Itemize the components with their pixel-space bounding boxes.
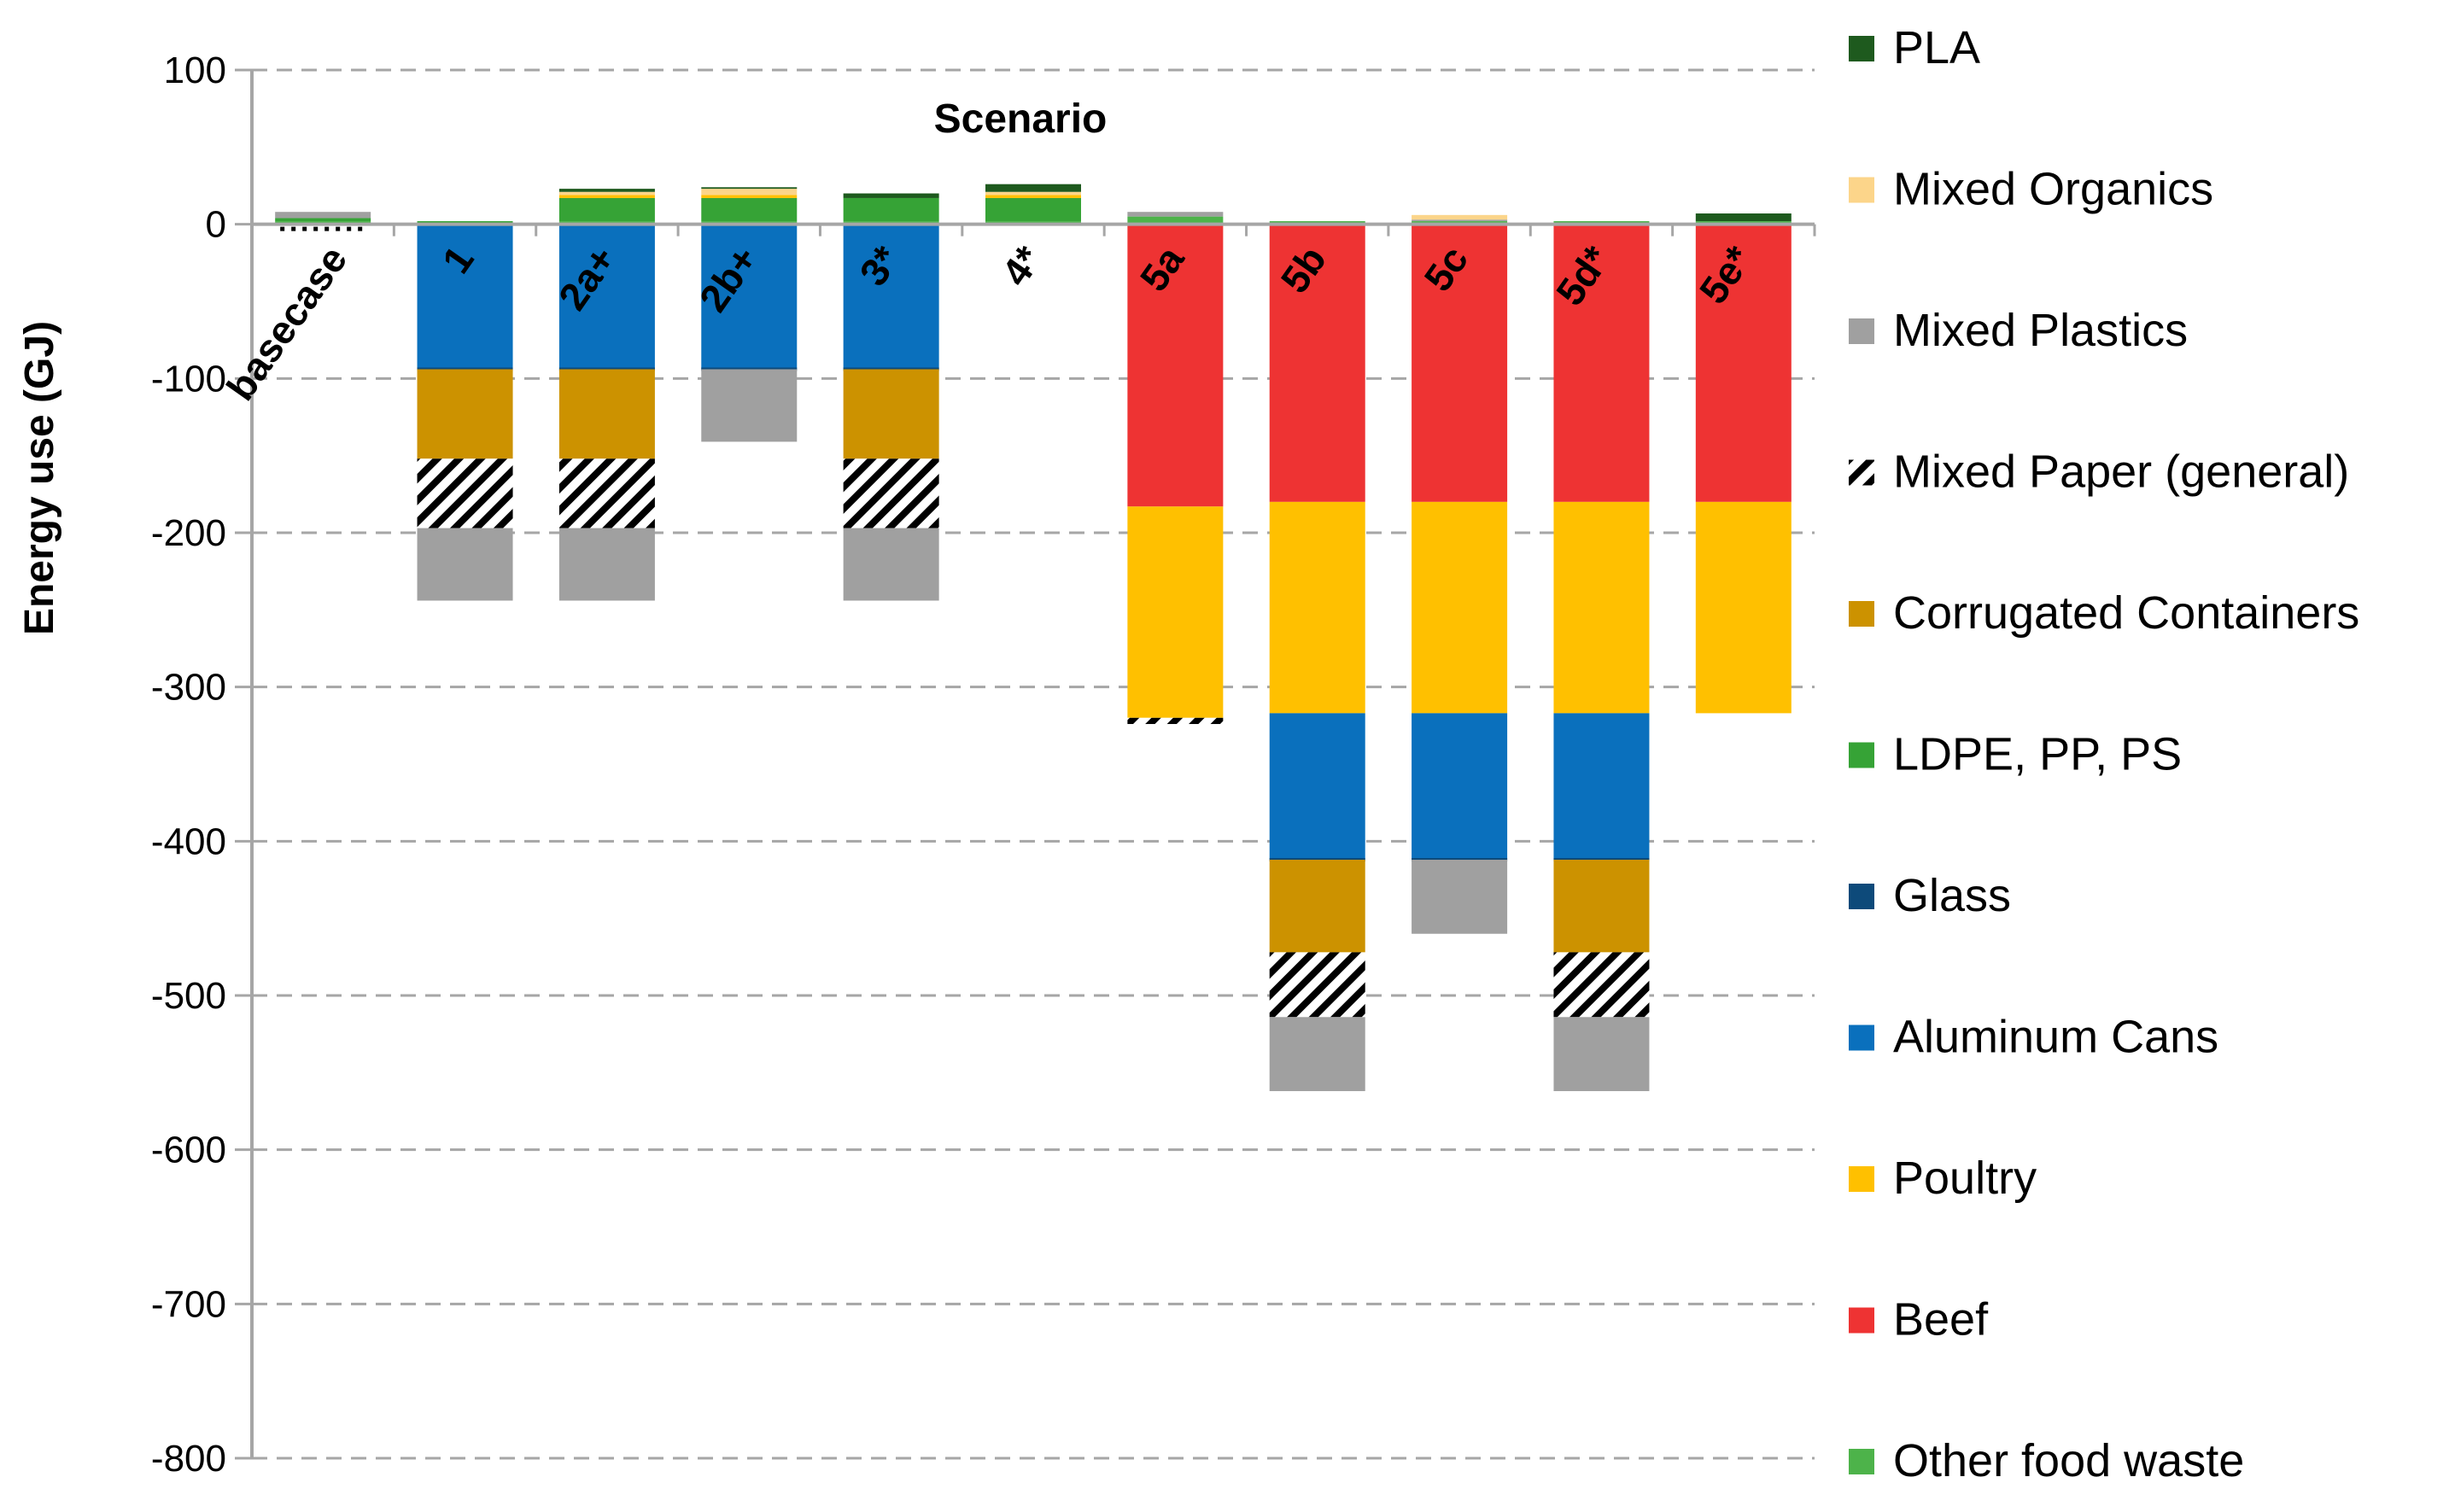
legend-swatch	[1849, 318, 1874, 344]
bar-segment	[1127, 506, 1224, 718]
bar-segment	[1412, 219, 1508, 222]
legend-swatch	[1849, 459, 1874, 486]
bar-segment	[1412, 501, 1508, 714]
legend-swatch	[1849, 177, 1874, 203]
y-tick-label: -200	[151, 512, 226, 554]
legend-swatch	[1849, 36, 1874, 61]
bar-segment	[1127, 212, 1224, 217]
y-tick-label: -700	[151, 1283, 226, 1325]
bar-segment	[1412, 860, 1508, 934]
bar-segment	[701, 224, 798, 370]
bar-segment	[1553, 860, 1650, 953]
legend-label: Mixed Organics	[1893, 164, 2213, 215]
bar-segment	[558, 458, 655, 528]
bar-segment	[985, 191, 1081, 196]
y-tick-label: -500	[151, 975, 226, 1017]
y-tick-label: -100	[151, 358, 226, 400]
bar-segment	[1695, 224, 1792, 502]
y-tick-label: 100	[164, 50, 226, 91]
category-label: 4*	[993, 237, 1051, 294]
bar-segment	[985, 195, 1081, 198]
bar-segment	[1269, 1017, 1365, 1092]
legend-swatch	[1849, 884, 1874, 909]
legend-label: Mixed Paper (general)	[1893, 447, 2349, 498]
bar-segment	[843, 369, 939, 459]
y-tick-label: -800	[151, 1438, 226, 1480]
legend-swatch	[1849, 1449, 1874, 1474]
legend-label: Mixed Plastics	[1893, 305, 2188, 356]
legend-label: Aluminum Cans	[1893, 1012, 2218, 1063]
y-tick-label: -600	[151, 1130, 226, 1171]
bar-segment	[1412, 713, 1508, 861]
bar-segment	[1269, 860, 1365, 953]
bar-segment	[1269, 224, 1365, 502]
bar-segment	[558, 528, 655, 601]
bar-segment	[417, 528, 513, 601]
bar-segment	[1127, 224, 1224, 507]
legend-label: PLA	[1893, 22, 1980, 73]
bar-segment	[558, 191, 655, 196]
bar-segment	[558, 224, 655, 370]
bar-segment	[843, 193, 939, 198]
x-axis-title: Scenario	[934, 96, 1108, 142]
legend-swatch	[1849, 742, 1874, 768]
bar-segment	[1553, 713, 1650, 861]
category-label: basecase	[218, 238, 355, 409]
bar-segment	[701, 197, 798, 222]
legend-label: Other food waste	[1893, 1435, 2244, 1486]
bars	[275, 184, 1792, 1092]
legend-swatch	[1849, 1025, 1874, 1051]
bar-segment	[275, 212, 371, 219]
bar-segment	[1269, 713, 1365, 861]
bar-segment	[417, 224, 513, 370]
bar-segment	[843, 197, 939, 222]
bar-segment	[1127, 717, 1224, 725]
bar-segment	[558, 369, 655, 459]
bar-segment	[275, 218, 371, 222]
bar-segment	[1553, 501, 1650, 714]
bar-segment	[558, 189, 655, 192]
bar-segment	[558, 195, 655, 198]
bar-segment	[1269, 501, 1365, 714]
bar-segment	[985, 184, 1081, 192]
bar-segment	[843, 458, 939, 528]
bar-segment	[843, 528, 939, 601]
legend-label: Corrugated Containers	[1893, 587, 2359, 639]
bar-segment	[417, 369, 513, 459]
bar-segment	[1412, 214, 1508, 220]
bar-segment	[843, 224, 939, 370]
bar-segment	[1127, 216, 1224, 225]
bar-segment	[1553, 952, 1650, 1018]
legend-swatch	[1849, 601, 1874, 627]
y-tick-labels: 100 0 -100 -200 -300 -400 -500 -600 -700 -800	[151, 50, 226, 1480]
axes	[250, 70, 1816, 1458]
bar-segment	[1695, 213, 1792, 222]
bar-segment	[985, 197, 1081, 222]
legend-label: LDPE, PP, PS	[1893, 729, 2182, 780]
legend-label: Glass	[1893, 870, 2011, 921]
y-tick-label: -400	[151, 820, 226, 862]
bar-segment	[701, 187, 798, 190]
bar-segment	[1553, 224, 1650, 502]
bar-segment	[417, 458, 513, 528]
bar-segment	[701, 195, 798, 198]
legend-swatch	[1849, 1166, 1874, 1192]
y-axis-title: Energy use (GJ)	[17, 321, 62, 635]
y-tick-label: -300	[151, 667, 226, 709]
bar-segment	[1269, 952, 1365, 1018]
bar-segment	[1553, 1017, 1650, 1092]
y-tick-label: 0	[206, 204, 226, 246]
bar-segment	[701, 189, 798, 196]
legend: PLA Mixed Organics Mixed Plastics Mixed Pap…	[1849, 22, 2359, 1486]
legend-label: Poultry	[1893, 1153, 2037, 1204]
bar-segment	[1695, 501, 1792, 714]
bar-segment	[1412, 224, 1508, 502]
legend-label: Beef	[1893, 1294, 1989, 1346]
bar-segment	[701, 369, 798, 442]
bar-segment	[558, 197, 655, 222]
legend-swatch	[1849, 1307, 1874, 1334]
